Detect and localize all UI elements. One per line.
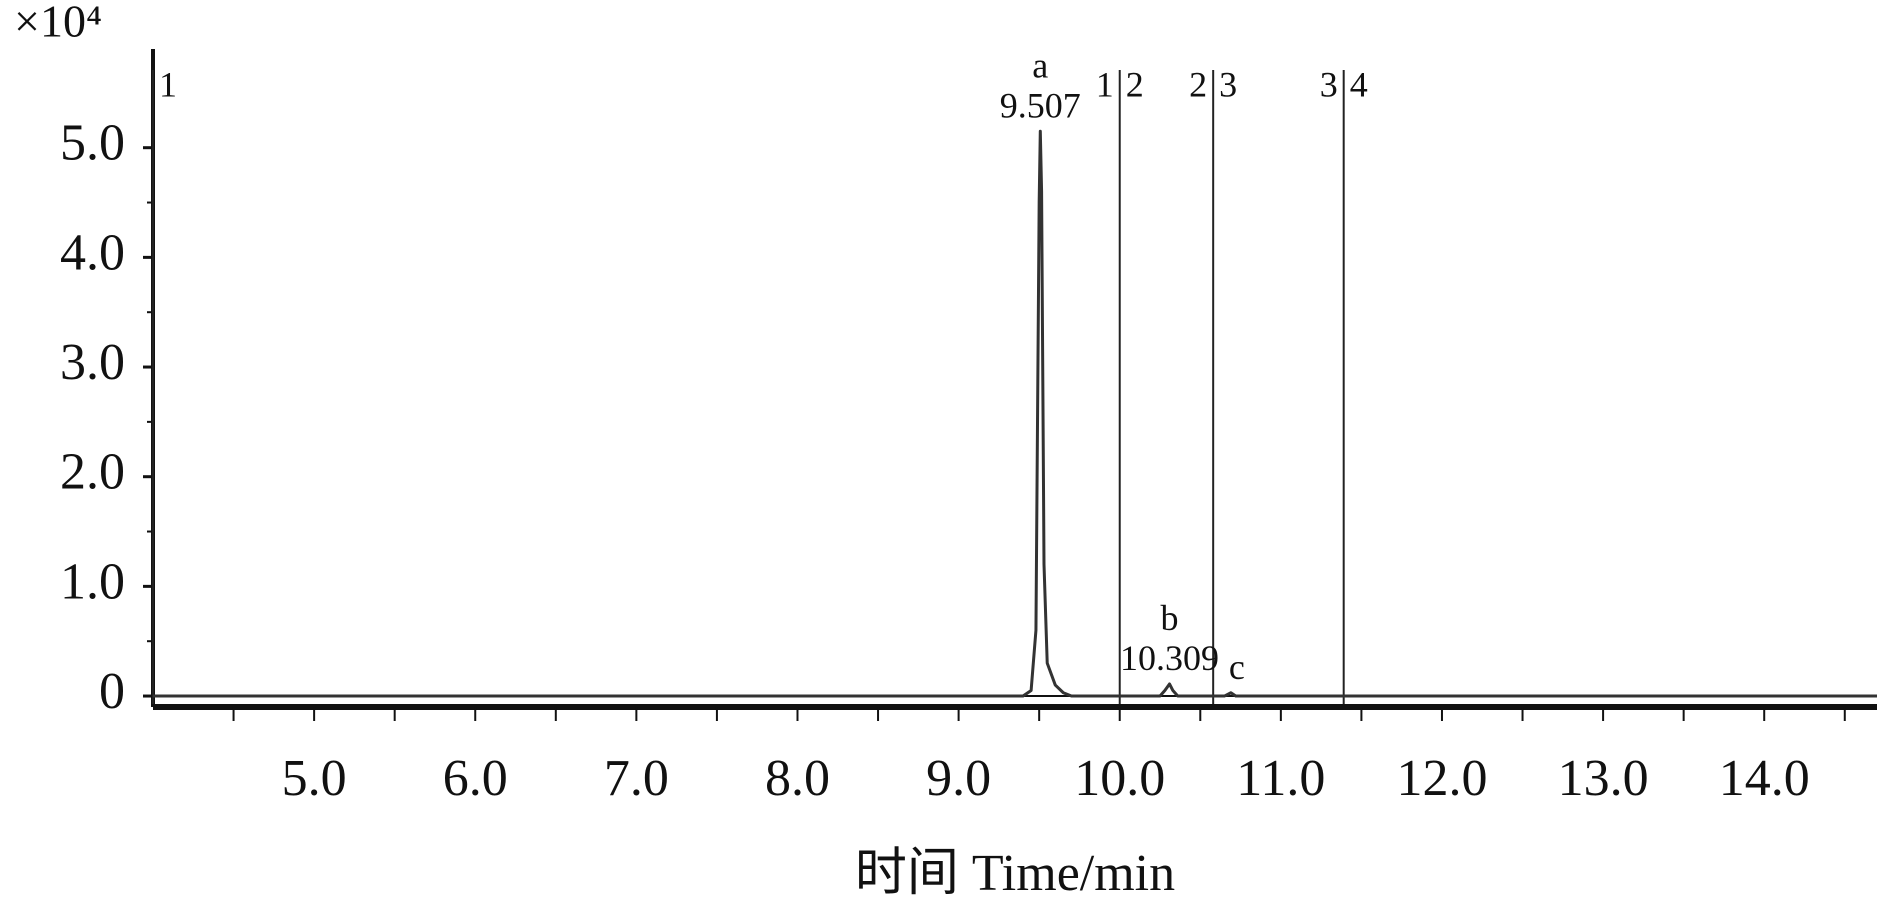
x-tick-label: 11.0: [1236, 750, 1325, 807]
x-tick-label: 14.0: [1719, 750, 1810, 807]
y-multiplier: ×10⁴: [14, 0, 102, 47]
peak-label: a: [1032, 46, 1048, 86]
x-tick-label: 5.0: [282, 750, 347, 807]
segment-label: 4: [1350, 64, 1368, 104]
segment-label: 3: [1219, 64, 1237, 104]
y-tick-label: 5.0: [60, 115, 125, 172]
x-tick-label: 8.0: [765, 750, 830, 807]
segment-label: 3: [1320, 64, 1338, 104]
segment-label: 1: [159, 64, 177, 104]
x-tick-label: 12.0: [1396, 750, 1487, 807]
x-axis-title: 时间 Time/min: [855, 845, 1175, 902]
x-tick-label: 6.0: [443, 750, 508, 807]
x-tick-label: 10.0: [1074, 750, 1165, 807]
y-tick-label: 0: [99, 663, 125, 720]
peak-label: b: [1161, 598, 1179, 638]
x-tick-label: 9.0: [926, 750, 991, 807]
x-tick-label: 13.0: [1558, 750, 1649, 807]
y-tick-label: 2.0: [60, 444, 125, 501]
peak-label: c: [1229, 647, 1245, 687]
peak-rt: 10.309: [1120, 638, 1219, 678]
signal-line: [153, 129, 1877, 698]
segment-label: 1: [1096, 64, 1114, 104]
x-tick-label: 7.0: [604, 750, 669, 807]
peak-rt: 9.507: [1000, 86, 1081, 126]
segment-label: 2: [1126, 64, 1144, 104]
y-tick-label: 4.0: [60, 224, 125, 281]
segment-label: 2: [1189, 64, 1207, 104]
y-tick-label: 1.0: [60, 553, 125, 610]
y-tick-label: 3.0: [60, 334, 125, 391]
